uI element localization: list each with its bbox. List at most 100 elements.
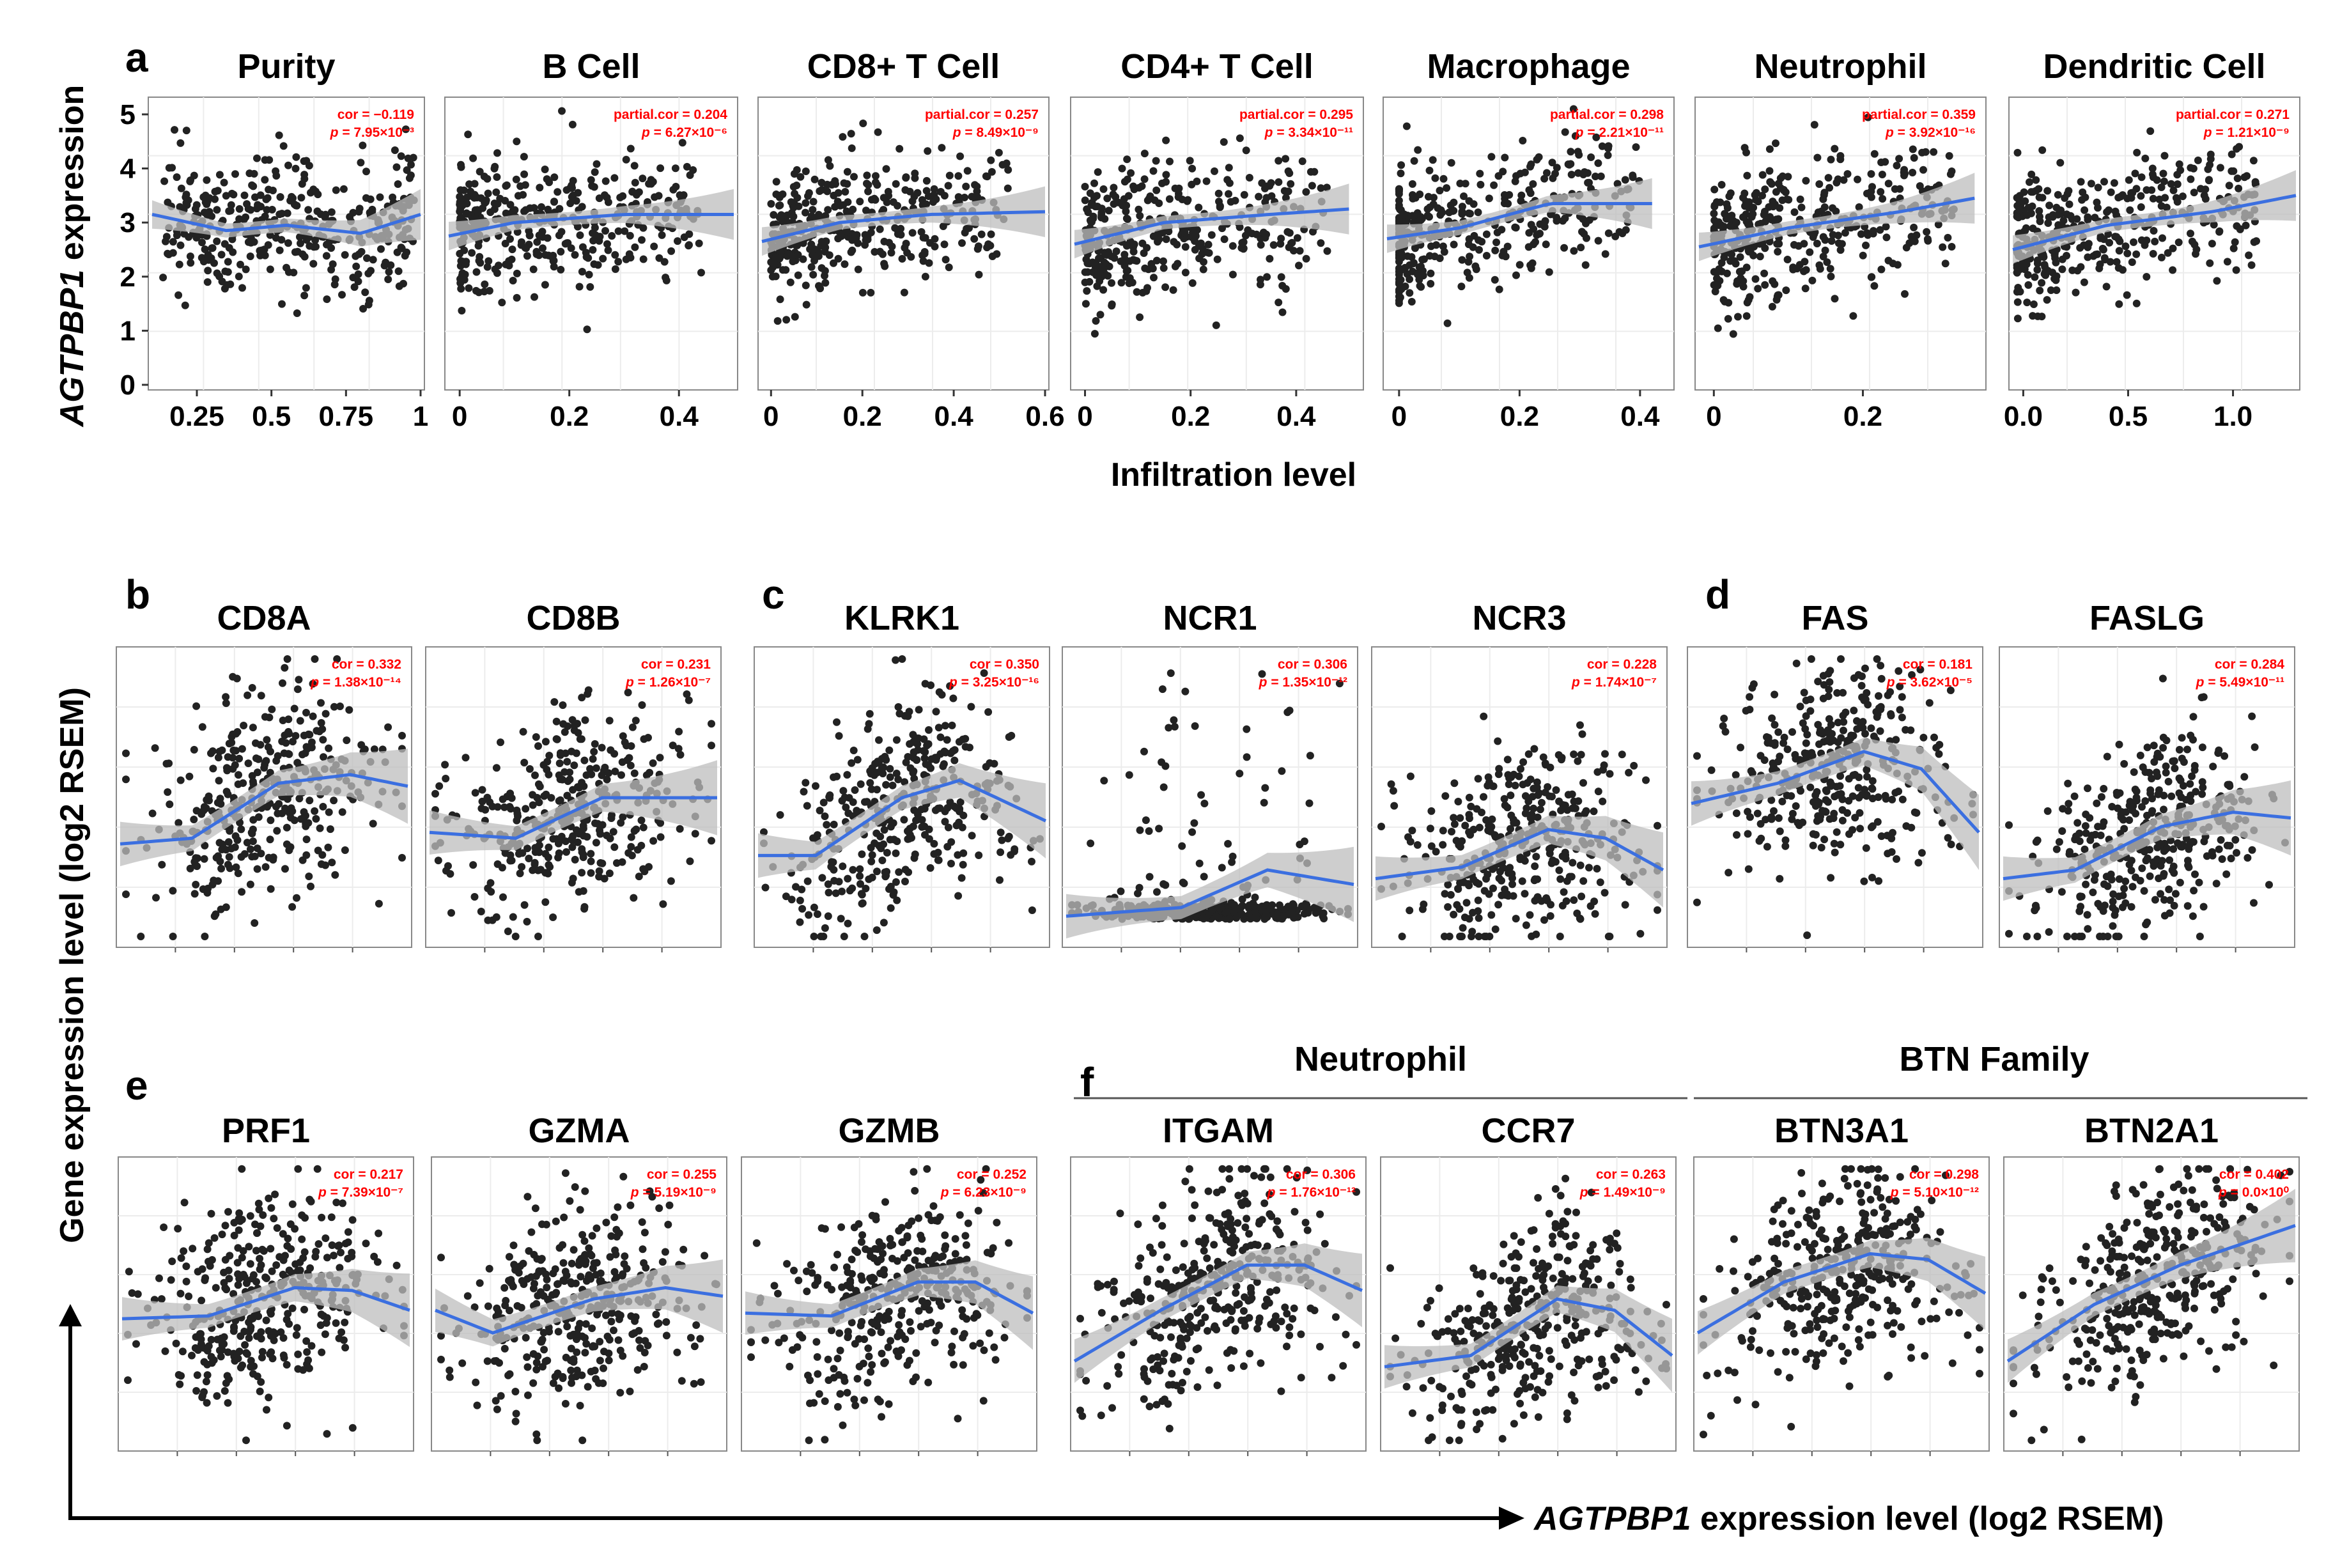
data-point xyxy=(2123,291,2131,299)
data-point xyxy=(1570,750,1578,758)
panel-letter-a: a xyxy=(125,35,148,81)
data-point xyxy=(1570,896,1578,904)
data-point xyxy=(546,863,554,871)
data-point xyxy=(2250,238,2258,246)
data-point xyxy=(193,862,201,871)
data-point xyxy=(858,850,866,858)
data-point xyxy=(1558,852,1567,860)
data-point xyxy=(1604,229,1613,237)
data-point xyxy=(1162,235,1170,244)
data-point xyxy=(1158,685,1166,694)
data-point xyxy=(2102,283,2111,291)
data-point xyxy=(583,325,591,334)
data-point xyxy=(1836,151,1845,160)
data-point xyxy=(1440,933,1448,940)
data-point xyxy=(1582,807,1590,815)
data-point xyxy=(2121,242,2130,251)
data-point xyxy=(1397,169,1405,178)
data-point xyxy=(1186,157,1194,165)
data-point xyxy=(217,905,225,913)
data-point xyxy=(1487,823,1496,831)
data-point xyxy=(1918,849,1926,857)
data-point xyxy=(1854,175,1861,183)
data-point xyxy=(1606,770,1614,778)
data-point xyxy=(244,238,252,246)
stat-p: p = 6.27×10⁻⁶ xyxy=(641,125,727,140)
data-point xyxy=(190,745,198,754)
data-point xyxy=(961,194,968,201)
data-point xyxy=(398,731,406,740)
data-point xyxy=(478,797,486,805)
data-point xyxy=(910,854,918,862)
data-point xyxy=(596,859,605,867)
data-point xyxy=(261,863,270,871)
data-point xyxy=(1820,189,1829,197)
data-point xyxy=(493,803,502,811)
data-point xyxy=(1881,158,1889,166)
data-point xyxy=(598,743,606,752)
data-point xyxy=(242,213,250,221)
data-point xyxy=(341,251,349,259)
data-point xyxy=(1458,256,1466,264)
data-point xyxy=(278,737,286,745)
data-point xyxy=(1465,915,1473,923)
data-point xyxy=(1891,185,1899,193)
data-point xyxy=(975,270,983,279)
data-point xyxy=(1239,238,1248,246)
data-point xyxy=(307,743,316,752)
data-point xyxy=(529,265,538,274)
data-point xyxy=(1838,816,1847,825)
x-arrow-head xyxy=(1499,1507,1524,1530)
data-point xyxy=(176,241,185,249)
data-point xyxy=(592,839,600,847)
data-point xyxy=(539,244,546,252)
data-point xyxy=(2077,178,2085,186)
data-point xyxy=(215,777,223,785)
data-point xyxy=(2027,170,2036,178)
data-point xyxy=(2013,148,2022,157)
data-point xyxy=(1590,897,1599,906)
data-point xyxy=(322,861,329,869)
data-point xyxy=(244,759,252,768)
data-point xyxy=(384,276,392,283)
data-point xyxy=(867,844,875,852)
data-point xyxy=(477,194,485,202)
panel-letter-d: d xyxy=(1705,571,1730,617)
data-point xyxy=(1516,169,1524,178)
data-point xyxy=(559,720,568,728)
data-point xyxy=(2100,235,2108,244)
data-point xyxy=(1460,192,1468,200)
data-point xyxy=(1813,153,1822,162)
data-point xyxy=(782,316,791,324)
data-point xyxy=(610,843,619,851)
data-point xyxy=(966,743,973,752)
data-point xyxy=(1242,146,1250,155)
data-point xyxy=(907,252,915,261)
data-point xyxy=(218,277,226,286)
data-point xyxy=(1218,224,1226,233)
data-point xyxy=(898,655,906,663)
data-point xyxy=(2024,281,2033,289)
data-point xyxy=(283,840,291,848)
data-point xyxy=(767,199,775,208)
data-point xyxy=(1884,180,1893,188)
data-point xyxy=(1521,792,1530,800)
chart-title: NCR1 xyxy=(1163,599,1257,637)
data-point xyxy=(1806,248,1814,256)
data-point xyxy=(1944,233,1952,242)
data-point xyxy=(350,283,359,291)
data-point xyxy=(793,194,802,202)
data-point xyxy=(996,848,1005,857)
stat-cor: partial.cor = 0.298 xyxy=(1550,107,1664,122)
data-point xyxy=(2149,250,2157,258)
data-point xyxy=(1765,167,1774,175)
data-point xyxy=(624,688,632,697)
data-point xyxy=(343,736,351,745)
data-point xyxy=(685,230,694,238)
data-point xyxy=(319,803,327,811)
data-point xyxy=(1553,164,1561,172)
data-point xyxy=(906,825,914,833)
data-point xyxy=(2058,265,2066,274)
data-point xyxy=(678,139,686,147)
data-point xyxy=(1801,284,1810,293)
